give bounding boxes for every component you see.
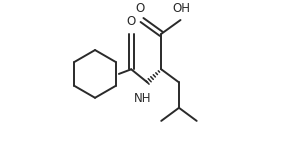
Text: NH: NH [134,92,151,105]
Text: OH: OH [172,2,190,15]
Text: O: O [136,2,145,15]
Text: O: O [127,15,136,28]
